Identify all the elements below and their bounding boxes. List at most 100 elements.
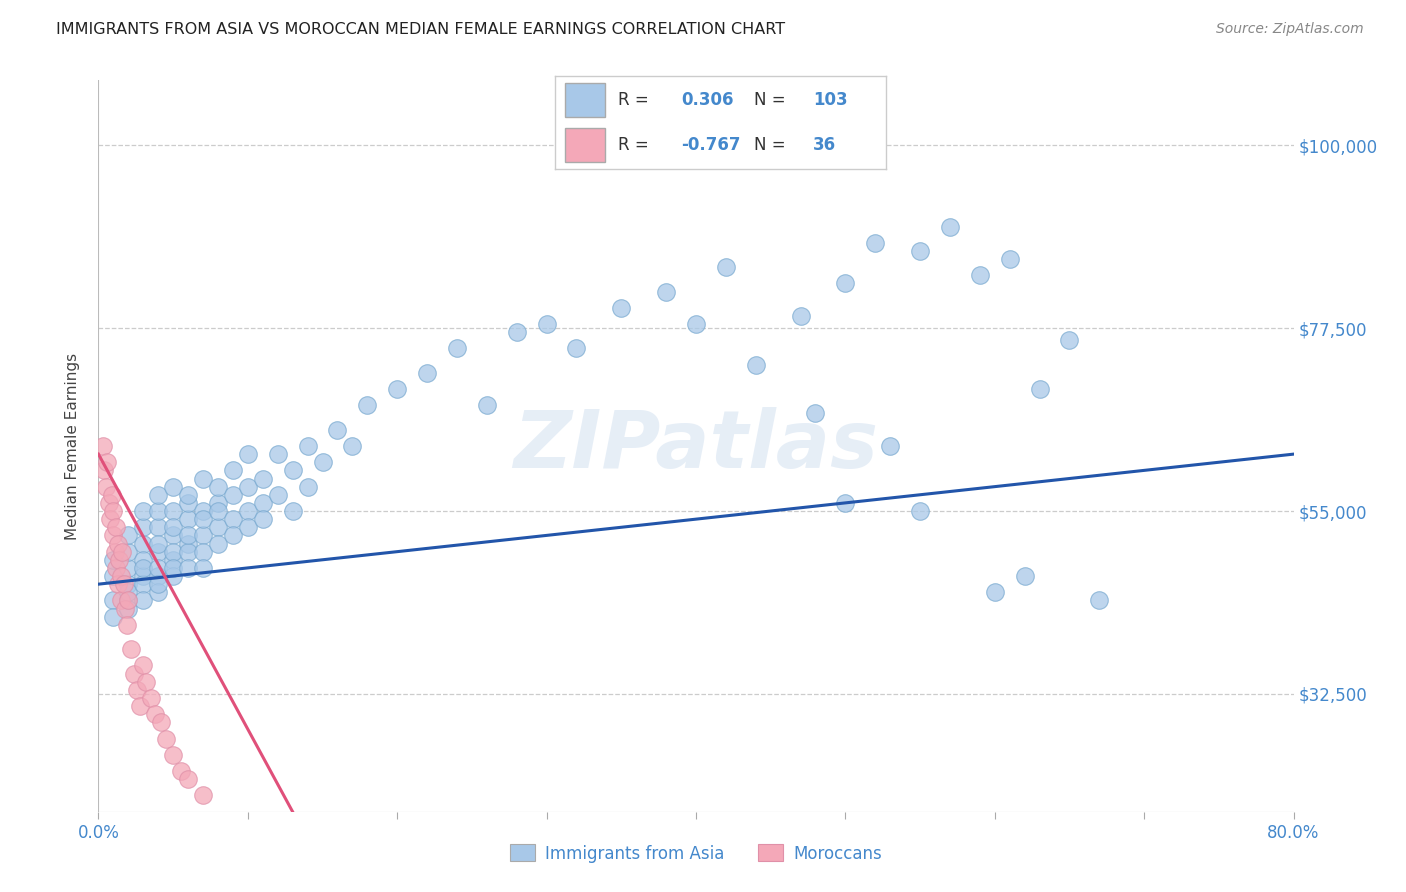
Point (177, 536, 200, 550)
Point (135, 674, 157, 689)
Point (536, 317, 558, 331)
Point (252, 496, 274, 510)
Point (311, 455, 333, 469)
Point (139, 690, 162, 705)
Point (252, 471, 274, 485)
Legend: Immigrants from Asia, Moroccans: Immigrants from Asia, Moroccans (503, 838, 889, 869)
Point (124, 666, 146, 681)
Point (236, 504, 259, 518)
Point (148, 520, 170, 534)
Point (191, 471, 214, 485)
Point (94, 480, 117, 494)
Point (177, 772, 200, 787)
FancyBboxPatch shape (565, 83, 605, 117)
Point (110, 569, 132, 583)
Point (610, 301, 633, 315)
Point (685, 317, 707, 331)
Point (236, 520, 259, 534)
Point (177, 561, 200, 575)
Point (565, 342, 588, 356)
Point (222, 488, 245, 502)
Point (191, 504, 214, 518)
Point (148, 544, 170, 558)
Point (117, 577, 139, 591)
Point (104, 544, 127, 558)
Point (969, 268, 991, 283)
Point (111, 544, 134, 558)
Point (207, 480, 229, 494)
Point (132, 593, 155, 607)
Point (117, 528, 139, 542)
Point (416, 366, 439, 380)
Point (115, 617, 138, 632)
Point (326, 423, 349, 437)
Point (984, 585, 1007, 599)
Point (506, 325, 529, 339)
Point (132, 561, 155, 575)
Point (191, 528, 214, 542)
Point (103, 593, 125, 607)
Point (148, 569, 170, 583)
Point (103, 504, 125, 518)
Point (998, 252, 1021, 266)
Point (132, 504, 155, 518)
Point (297, 480, 319, 494)
Text: 36: 36 (813, 136, 837, 154)
Text: 0.306: 0.306 (681, 91, 734, 109)
Point (342, 439, 364, 453)
Text: Source: ZipAtlas.com: Source: ZipAtlas.com (1216, 22, 1364, 37)
Point (191, 561, 214, 575)
Text: IMMIGRANTS FROM ASIA VS MOROCCAN MEDIAN FEMALE EARNINGS CORRELATION CHART: IMMIGRANTS FROM ASIA VS MOROCCAN MEDIAN … (56, 22, 786, 37)
Point (177, 512, 200, 526)
Point (834, 277, 856, 291)
Point (1088, 593, 1111, 607)
Point (148, 561, 170, 575)
Text: 103: 103 (813, 91, 848, 109)
Point (117, 601, 139, 615)
Point (107, 577, 129, 591)
Point (356, 398, 378, 412)
Point (236, 447, 259, 461)
Text: R =: R = (619, 91, 650, 109)
Point (132, 553, 155, 567)
Point (148, 504, 170, 518)
Point (207, 496, 229, 510)
Point (93, 463, 115, 477)
Point (191, 789, 214, 803)
Text: N =: N = (754, 91, 785, 109)
Point (96, 455, 118, 469)
Point (97, 496, 120, 510)
Point (177, 544, 200, 558)
Point (789, 309, 811, 323)
Point (908, 244, 931, 258)
Point (162, 569, 184, 583)
Point (804, 407, 827, 421)
Point (475, 398, 498, 412)
Point (127, 682, 149, 697)
Point (98, 512, 122, 526)
Point (129, 699, 152, 714)
Point (114, 601, 136, 615)
Point (148, 585, 170, 599)
Point (908, 504, 931, 518)
Point (222, 463, 245, 477)
Point (132, 577, 155, 591)
Point (132, 658, 155, 673)
Point (267, 488, 290, 502)
Point (1028, 382, 1050, 396)
Point (177, 488, 200, 502)
Point (1014, 569, 1036, 583)
Point (834, 496, 856, 510)
Point (148, 577, 170, 591)
Text: -0.767: -0.767 (681, 136, 741, 154)
Point (162, 561, 184, 575)
Y-axis label: Median Female Earnings: Median Female Earnings (65, 352, 80, 540)
Point (385, 382, 409, 396)
Point (1059, 334, 1081, 348)
Point (222, 512, 245, 526)
Point (150, 715, 173, 730)
Point (112, 577, 135, 591)
Point (105, 561, 128, 575)
Point (105, 520, 128, 534)
Point (103, 569, 125, 583)
